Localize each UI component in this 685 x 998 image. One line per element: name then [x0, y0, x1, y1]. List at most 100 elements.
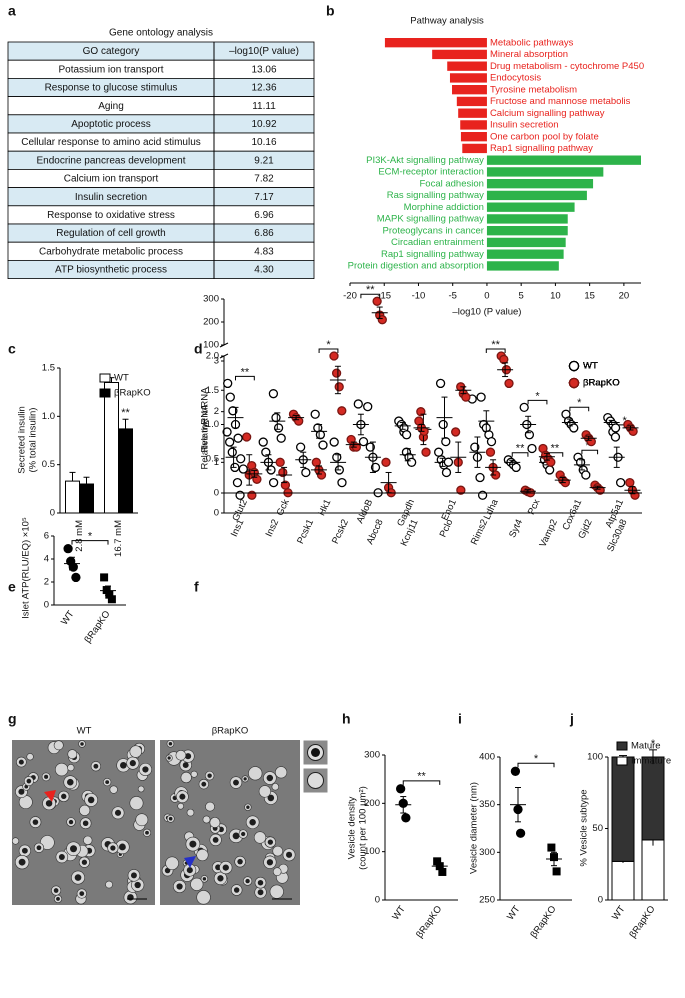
y-tick-label: 1.0 — [206, 419, 219, 430]
data-point — [261, 447, 271, 457]
y-tick-label: 1.5 — [42, 363, 55, 374]
vesicle — [248, 766, 263, 781]
data-point — [610, 432, 621, 442]
vesicle — [275, 766, 288, 779]
vesicle — [79, 804, 91, 816]
vesicle-core — [286, 851, 293, 858]
data-point — [477, 490, 488, 500]
panel-label: d — [194, 341, 203, 357]
table-cell: Insulin secretion — [75, 192, 147, 203]
bar-segment — [641, 839, 665, 901]
bar — [486, 261, 559, 271]
legend-label: βRapKO — [583, 378, 620, 389]
x-tick-label: βRapKO — [414, 904, 444, 940]
data-point — [223, 378, 233, 389]
vesicle-core — [267, 839, 274, 845]
x-tick-label: 0 — [484, 291, 489, 302]
data-point — [610, 423, 621, 433]
bar — [486, 226, 568, 236]
panel-label: c — [8, 341, 16, 357]
vesicle — [253, 831, 267, 844]
vesicle — [180, 771, 192, 784]
y-tick-label: 1.0 — [42, 411, 55, 422]
vesicle-core — [168, 742, 173, 746]
vesicle-core — [182, 762, 189, 769]
data-point — [504, 378, 514, 389]
data-point — [370, 462, 381, 473]
data-point — [318, 440, 328, 450]
data-point — [271, 412, 281, 423]
vesicle-core — [212, 836, 219, 843]
bar — [462, 143, 487, 154]
bar-label: PI3K-Akt signalling pathway — [366, 155, 484, 166]
y-tick-label: 100 — [364, 846, 380, 857]
vesicle-core — [245, 878, 250, 884]
data-point — [233, 433, 243, 443]
vesicle-core — [201, 781, 207, 787]
table-cell: 4.83 — [254, 246, 274, 257]
bar-label: Endocytosis — [490, 73, 541, 84]
data-point — [438, 419, 448, 430]
legend-label: WT — [583, 361, 598, 372]
sig-label: * — [535, 390, 540, 402]
vesicle-core — [246, 805, 250, 809]
y-axis-label: (% total insulin) — [28, 408, 39, 473]
legend-label: WT — [583, 361, 598, 372]
data-point — [63, 544, 73, 554]
bar — [452, 85, 487, 95]
vesicle — [202, 815, 211, 824]
vesicle-core — [44, 774, 49, 779]
y-tick-label: 0 — [50, 508, 55, 519]
table-cell: Endocrine pancreas development — [37, 155, 186, 166]
vesicle-core — [105, 780, 110, 784]
legend-label: WT — [583, 361, 598, 372]
vesicle-core — [134, 881, 141, 889]
panel-label: f — [194, 579, 199, 595]
data-point — [337, 406, 347, 416]
vesicle — [271, 783, 280, 791]
data-point — [363, 401, 373, 412]
vesicle-core — [184, 753, 192, 760]
data-point — [236, 454, 246, 464]
data-point — [486, 436, 497, 447]
vesicle-core — [127, 894, 134, 901]
x-tick-label: Ins2 — [264, 518, 282, 539]
data-point — [232, 477, 243, 488]
data-point — [435, 378, 446, 389]
vesicle-core — [129, 760, 136, 767]
legend-label: WT — [583, 361, 598, 372]
data-point — [331, 368, 342, 378]
bar — [118, 428, 133, 514]
legend-label: βRapKO — [583, 378, 620, 389]
data-point — [353, 399, 363, 409]
x-tick-label: βRapKO — [628, 904, 658, 940]
vesicle — [67, 749, 78, 760]
data-point — [276, 433, 286, 443]
y-tick-label: 4 — [44, 554, 49, 565]
legend-marker — [568, 377, 580, 389]
vesicle-core — [237, 858, 243, 865]
vesicle — [258, 785, 271, 798]
sig-label: * — [326, 339, 331, 351]
data-point — [470, 442, 480, 452]
y-axis-label: % Vesicle subtype — [579, 789, 590, 866]
legend-swatch — [616, 756, 628, 766]
sig-label: ** — [516, 443, 525, 455]
data-point — [615, 477, 626, 488]
data-point — [228, 406, 238, 416]
legend-label: βRapKO — [583, 378, 620, 389]
data-point — [107, 595, 116, 604]
sig-bracket — [581, 449, 599, 455]
bar — [79, 483, 94, 514]
data-point — [100, 573, 109, 582]
sig-label: ** — [491, 339, 500, 351]
vesicle-core — [189, 840, 197, 848]
x-tick-label: -20 — [343, 291, 357, 302]
legend-label: βRapKO — [583, 378, 620, 389]
vesicle — [269, 884, 284, 899]
vesicle-core — [232, 832, 240, 840]
table-cell: 12.36 — [251, 83, 276, 94]
data-point — [545, 465, 555, 475]
vesicle — [272, 845, 283, 857]
